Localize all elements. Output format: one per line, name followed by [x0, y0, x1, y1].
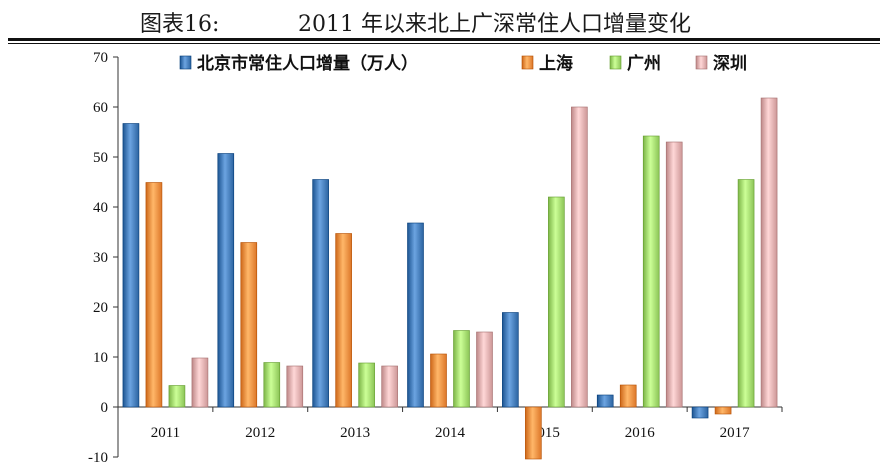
- legend-label-2: 上海: [539, 53, 573, 74]
- bar-2012-series-3: [263, 362, 281, 408]
- bar-2014-series-1: [407, 222, 424, 408]
- y-tick-label: 70: [93, 50, 108, 66]
- bar-2015-series-4: [571, 106, 588, 408]
- legend-swatch-2: [521, 55, 534, 70]
- header-rule-thin: [8, 43, 880, 44]
- bar-2013-series-1: [312, 179, 329, 408]
- bar-2017-series-3: [737, 179, 755, 408]
- legend-label-3: 广州: [627, 53, 661, 74]
- legend-swatch-3: [609, 55, 622, 70]
- y-tick-label: 0: [101, 400, 109, 416]
- legend: 北京市常住人口增量（万人） 上海 广州 深圳: [179, 53, 747, 74]
- figure-header: 图表16: 2011 年以来北上广深常住人口增量变化: [0, 0, 890, 46]
- figure-label: 图表16:: [140, 12, 220, 37]
- y-tick-label: 50: [93, 150, 108, 166]
- header-rule-thick: [8, 38, 880, 41]
- y-axis: -10 0 10 20 30 40 50 60 70: [88, 50, 119, 466]
- chart-title: 2011 年以来北上广深常住人口增量变化: [298, 12, 691, 37]
- bar-2013-series-2: [335, 233, 352, 408]
- bar-2012-series-1: [217, 153, 235, 408]
- x-tick-label: 2012: [245, 425, 275, 441]
- bar-2016-series-2: [619, 384, 637, 408]
- bar-2014-series-3: [453, 330, 470, 408]
- bar-2013-series-4: [381, 365, 398, 408]
- x-tick-label: 2013: [340, 425, 370, 441]
- bar-2011-series-4: [191, 357, 209, 408]
- x-tick-label: 2014: [435, 425, 466, 441]
- bar-2013-series-3: [358, 362, 375, 408]
- legend-label-4: 深圳: [713, 53, 747, 74]
- x-tick-label: 2011: [151, 425, 180, 441]
- bar-2015-series-2: [525, 406, 542, 460]
- y-tick-label: 10: [93, 350, 108, 366]
- bar-2011-series-2: [145, 182, 163, 408]
- bar-2016-series-1: [596, 394, 614, 408]
- y-tick-label: 40: [93, 200, 108, 216]
- legend-swatch-4: [695, 55, 708, 70]
- bar-2016-series-4: [665, 141, 683, 408]
- bar-2016-series-3: [642, 135, 660, 408]
- y-tick-label: 30: [93, 250, 108, 266]
- bar-2012-series-2: [240, 242, 258, 408]
- y-tick-label: -10: [88, 450, 108, 466]
- legend-swatch-1: [179, 55, 192, 70]
- bar-2017-series-1: [691, 406, 709, 419]
- bar-2014-series-4: [476, 331, 493, 408]
- y-tick-label: 20: [93, 300, 108, 316]
- y-tick-label: 60: [93, 100, 108, 116]
- bar-2017-series-2: [714, 406, 732, 415]
- bar-2015-series-3: [548, 196, 565, 408]
- x-tick-label: 2016: [625, 425, 656, 441]
- bar-2015-series-1: [502, 312, 519, 408]
- bar-2011-series-3: [168, 385, 186, 408]
- x-tick-label: 2017: [720, 425, 751, 441]
- bar-2012-series-4: [286, 365, 304, 408]
- x-axis: 2011 2012 2013 2014 2015 2016 2017: [117, 406, 783, 441]
- bar-2014-series-2: [430, 353, 447, 408]
- bar-2017-series-4: [760, 97, 778, 408]
- legend-label-1: 北京市常住人口增量（万人）: [197, 53, 418, 74]
- bar-2011-series-1: [122, 123, 140, 408]
- bars-group: [122, 97, 778, 460]
